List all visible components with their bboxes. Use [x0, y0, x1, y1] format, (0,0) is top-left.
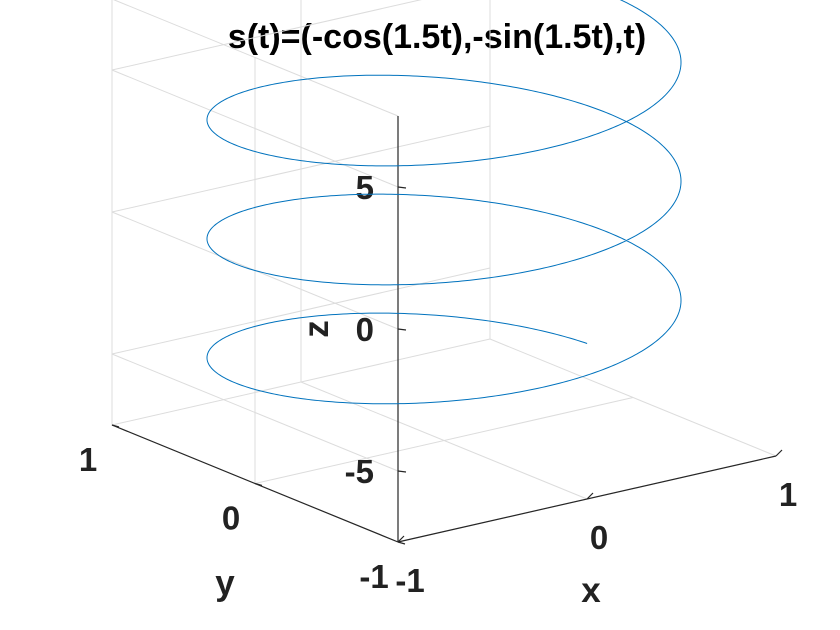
- grid-line: [111, 267, 491, 355]
- grid-lines: [111, 0, 777, 543]
- grid-line: [111, 125, 491, 213]
- z-tick-label: -5: [345, 453, 374, 490]
- x-tick-mark: [775, 449, 783, 457]
- chart-title: s(t)=(-cos(1.5t),-sin(1.5t),t): [228, 18, 646, 56]
- x-tick-label: 0: [590, 519, 608, 556]
- helix-curve: [206, 0, 682, 405]
- z-tick-label: 5: [356, 169, 374, 206]
- z-tick-mark: [397, 186, 407, 189]
- x-tick-mark: [397, 535, 405, 543]
- x-tick-label: -1: [395, 562, 424, 599]
- y-tick-mark: [397, 541, 406, 545]
- y-tick-label: -1: [359, 558, 388, 595]
- z-tick-label: 0: [356, 311, 374, 348]
- y-tick-mark: [254, 482, 263, 487]
- plot-area: [206, 0, 682, 405]
- grid-line: [111, 69, 399, 188]
- tick-labels: -1 0 1 -1 0 1 -5 0 5: [79, 169, 797, 599]
- axes: [111, 116, 783, 545]
- grid-line: [111, 338, 491, 426]
- x-tick-label: 1: [779, 476, 797, 513]
- grid-line: [111, 0, 422, 71]
- z-axis-label: z: [297, 320, 336, 338]
- grid-line: [254, 397, 634, 484]
- x-tick-mark: [586, 492, 594, 500]
- y-tick-mark: [111, 424, 120, 428]
- y-axis-label: y: [215, 564, 235, 603]
- z-tick-mark: [397, 470, 407, 473]
- y-tick-label: 0: [222, 500, 240, 537]
- z-tick-mark: [397, 328, 407, 331]
- grid-line: [111, 353, 399, 472]
- grid-line: [113, 0, 399, 117]
- y-tick-label: 1: [79, 441, 97, 478]
- x-axis-label: x: [581, 571, 601, 610]
